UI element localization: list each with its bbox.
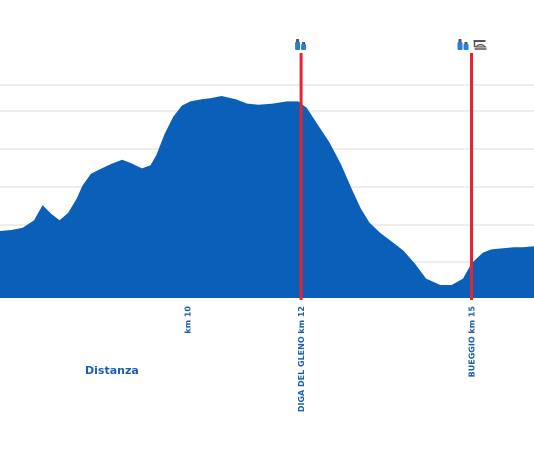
marker-label: BUEGGIO km 15 [468, 306, 477, 378]
food-service-icon [473, 40, 487, 50]
elevation-area [0, 96, 534, 298]
water-bottle-icon [457, 39, 469, 50]
water-bottle-icon [295, 39, 307, 50]
x-tick-labels: km 10 [183, 306, 192, 334]
x-axis-label: Distanza [85, 364, 139, 377]
marker-0: DIGA DEL GLENO km 12 [295, 39, 307, 412]
marker-lines: DIGA DEL GLENO km 12 BUEGGIO km 15 [295, 39, 487, 412]
marker-label: DIGA DEL GLENO km 12 [297, 306, 306, 412]
marker-1: BUEGGIO km 15 [457, 39, 487, 378]
x-tick-label: km 10 [183, 306, 192, 334]
